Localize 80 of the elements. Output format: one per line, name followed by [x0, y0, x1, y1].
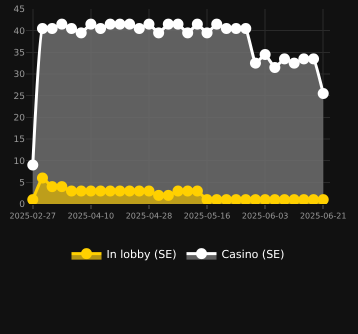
point — [46, 181, 58, 192]
point — [240, 194, 252, 204]
point — [211, 18, 222, 30]
y-tick-label: 30 — [14, 70, 26, 80]
y-tick-label: 40 — [14, 26, 26, 37]
point — [134, 186, 145, 196]
point — [318, 194, 329, 204]
point — [211, 194, 222, 204]
x-tick-label: 2025-04-28 — [126, 212, 172, 221]
point — [114, 18, 126, 30]
x-tick-label: 2025-05-16 — [184, 212, 230, 221]
legend-label: Casino (SE) — [222, 248, 284, 261]
point — [153, 190, 164, 201]
point — [162, 190, 174, 201]
x-tick-label: 2025-06-03 — [242, 212, 288, 221]
point — [153, 27, 164, 38]
y-tick-label: 45 — [14, 5, 25, 16]
point — [162, 18, 174, 30]
point — [124, 18, 136, 30]
point — [134, 23, 145, 34]
x-tick-label: 2025-02-27 — [10, 212, 56, 221]
point — [66, 23, 77, 34]
x-tick-label: 2025-04-10 — [68, 212, 114, 221]
point — [308, 53, 320, 64]
point — [220, 194, 232, 204]
y-tick-label: 10 — [14, 156, 26, 167]
point — [182, 186, 194, 196]
point — [172, 18, 184, 30]
point — [240, 23, 252, 34]
point — [124, 186, 136, 196]
point — [27, 160, 38, 170]
legend-label: In lobby (SE) — [106, 248, 176, 261]
point — [220, 23, 232, 34]
y-tick-label: 5 — [19, 178, 25, 188]
point — [192, 18, 203, 30]
point — [202, 27, 213, 38]
point — [27, 194, 38, 204]
point — [85, 18, 96, 30]
point — [298, 53, 310, 64]
point — [36, 172, 48, 184]
point — [298, 194, 310, 204]
point — [308, 194, 320, 204]
point — [46, 23, 58, 34]
x-tick-label: 2025-06-21 — [300, 212, 346, 221]
point — [318, 88, 329, 99]
point — [172, 186, 184, 196]
point — [288, 58, 300, 69]
point — [56, 181, 68, 192]
point — [104, 18, 116, 30]
point — [260, 49, 271, 60]
point — [192, 186, 203, 196]
point — [279, 194, 290, 204]
point — [279, 53, 290, 64]
point — [269, 62, 280, 73]
point — [288, 194, 300, 204]
point — [230, 194, 242, 204]
point — [36, 23, 48, 34]
point — [66, 186, 77, 196]
point — [143, 186, 154, 196]
point — [114, 186, 126, 196]
y-tick-label: 35 — [14, 48, 25, 58]
y-tick-label: 25 — [14, 92, 25, 102]
point — [95, 23, 106, 34]
point — [260, 194, 271, 204]
point — [104, 186, 116, 196]
point — [250, 58, 261, 69]
point — [143, 18, 154, 30]
point — [269, 194, 280, 204]
y-tick-label: 15 — [14, 135, 25, 146]
point — [250, 194, 261, 204]
point — [85, 186, 96, 196]
point — [230, 23, 242, 34]
y-tick-label: 20 — [14, 113, 26, 124]
point — [202, 194, 213, 204]
point — [76, 27, 87, 38]
point — [76, 186, 87, 196]
point — [56, 18, 68, 30]
point — [95, 186, 106, 196]
y-tick-label: 0 — [19, 200, 26, 210]
point — [182, 27, 194, 38]
